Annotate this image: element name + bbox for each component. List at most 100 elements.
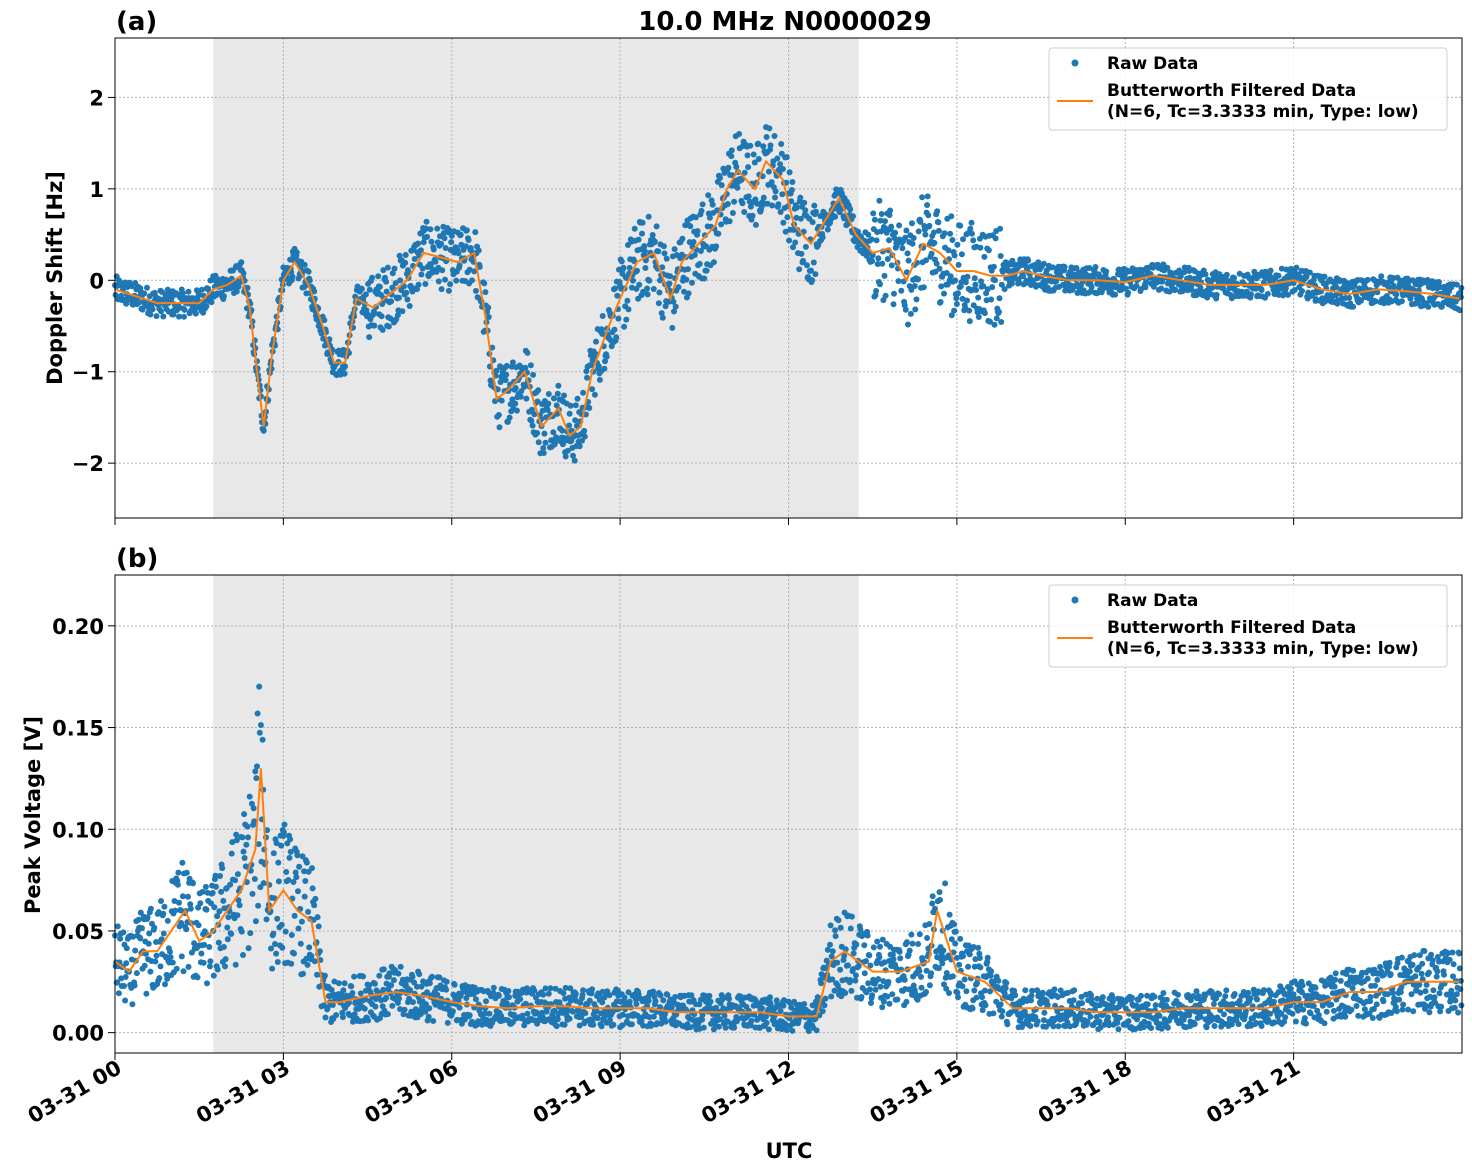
- raw-data-point: [506, 994, 512, 1001]
- raw-data-point: [302, 878, 309, 884]
- raw-data-point: [218, 888, 225, 895]
- raw-data-point: [1412, 973, 1419, 980]
- raw-data-point: [925, 212, 932, 219]
- x-tick-label: 03-31 15: [866, 1056, 968, 1129]
- raw-data-point: [275, 859, 282, 866]
- raw-data-point: [465, 237, 472, 243]
- raw-data-point: [580, 389, 587, 396]
- raw-data-point: [812, 271, 819, 278]
- raw-data-point: [618, 258, 625, 265]
- raw-data-point: [243, 841, 250, 848]
- raw-data-point: [200, 959, 207, 966]
- raw-data-point: [1396, 996, 1403, 1003]
- raw-data-point: [998, 1013, 1005, 1020]
- raw-data-point: [960, 236, 966, 243]
- raw-data-point: [256, 683, 263, 690]
- raw-data-point: [339, 1014, 346, 1021]
- raw-data-point: [208, 299, 215, 306]
- raw-data-point: [143, 990, 150, 997]
- raw-data-point: [572, 402, 579, 409]
- raw-data-point: [236, 902, 243, 909]
- raw-data-point: [1001, 286, 1008, 293]
- raw-data-point: [388, 982, 395, 989]
- raw-data-point: [584, 374, 590, 381]
- raw-data-point: [837, 924, 844, 931]
- raw-data-point: [915, 276, 922, 283]
- raw-data-point: [701, 232, 708, 239]
- raw-data-point: [274, 959, 281, 965]
- raw-data-point: [937, 896, 943, 903]
- raw-data-point: [951, 921, 958, 928]
- y-tick-label: 0.10: [52, 818, 104, 842]
- raw-data-point: [645, 997, 652, 1004]
- raw-data-point: [691, 252, 698, 258]
- raw-data-point: [972, 281, 979, 288]
- raw-data-point: [1430, 987, 1437, 994]
- x-tick-label: 03-31 06: [360, 1056, 462, 1129]
- raw-data-point: [640, 288, 647, 295]
- raw-data-point: [869, 992, 876, 999]
- raw-data-point: [848, 987, 855, 994]
- raw-data-point: [905, 321, 911, 328]
- raw-data-point: [238, 928, 245, 935]
- raw-data-point: [726, 218, 733, 225]
- raw-data-point: [883, 229, 890, 236]
- raw-data-point: [598, 1023, 605, 1030]
- raw-data-point: [192, 310, 199, 317]
- raw-data-point: [250, 805, 257, 812]
- raw-data-point: [1188, 286, 1195, 293]
- raw-data-point: [1293, 264, 1300, 271]
- raw-data-point: [959, 983, 966, 990]
- raw-data-point: [121, 983, 127, 989]
- raw-data-point: [1337, 977, 1344, 984]
- raw-data-point: [288, 932, 295, 938]
- raw-data-point: [909, 240, 916, 247]
- raw-data-point: [992, 235, 999, 242]
- raw-data-point: [384, 1011, 391, 1018]
- raw-data-point: [1332, 970, 1339, 977]
- raw-data-point: [873, 237, 880, 244]
- raw-data-point: [1456, 950, 1463, 957]
- raw-data-point: [864, 932, 871, 939]
- raw-data-point: [545, 990, 552, 997]
- raw-data-point: [886, 237, 892, 244]
- raw-data-point: [760, 143, 767, 150]
- raw-data-point: [982, 1002, 989, 1009]
- raw-data-point: [160, 930, 167, 937]
- raw-data-point: [630, 277, 636, 284]
- raw-data-point: [834, 959, 841, 966]
- raw-data-point: [394, 312, 401, 319]
- raw-data-point: [1295, 1007, 1302, 1014]
- raw-data-point: [689, 279, 695, 286]
- raw-data-point: [763, 1019, 770, 1026]
- raw-data-point: [426, 980, 433, 987]
- raw-data-point: [482, 289, 489, 296]
- raw-data-point: [1267, 267, 1274, 274]
- raw-data-point: [566, 1015, 573, 1022]
- raw-data-point: [852, 977, 859, 984]
- raw-data-point: [1372, 982, 1378, 989]
- raw-data-point: [663, 255, 670, 262]
- raw-data-point: [912, 306, 919, 313]
- raw-data-point: [946, 990, 952, 996]
- raw-data-point: [593, 338, 599, 345]
- raw-data-point: [581, 427, 588, 434]
- raw-data-point: [954, 241, 961, 248]
- raw-data-point: [286, 854, 293, 861]
- panel-b-ylabel: Peak Voltage [V]: [21, 716, 45, 914]
- raw-data-point: [979, 994, 986, 1001]
- raw-data-point: [602, 358, 608, 365]
- raw-data-point: [786, 169, 793, 176]
- panel-b-label: (b): [116, 544, 158, 574]
- raw-data-point: [187, 905, 194, 912]
- raw-data-point: [254, 763, 260, 770]
- raw-data-point: [829, 948, 836, 955]
- raw-data-point: [455, 250, 462, 257]
- raw-data-point: [1053, 278, 1060, 285]
- raw-data-point: [259, 736, 266, 743]
- raw-data-point: [1125, 1018, 1132, 1025]
- raw-data-point: [809, 219, 816, 226]
- raw-data-point: [240, 952, 246, 958]
